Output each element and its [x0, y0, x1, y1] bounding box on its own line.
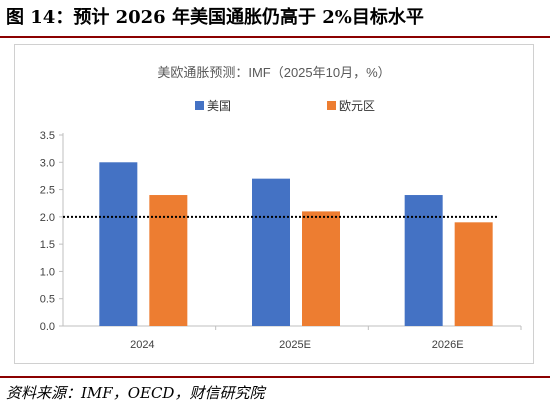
y-tick-label: 2.5	[40, 185, 55, 197]
legend: 美国 欧元区	[195, 99, 375, 113]
chart: 美欧通胀预测：IMF（2025年10月，%） 美国 欧元区 0.0 0.5 1.0 1.…	[40, 65, 522, 351]
figure-title: 图 14：预计 2026 年美国通胀仍高于 2%目标水平	[6, 7, 424, 28]
bottom-divider	[0, 376, 550, 378]
y-tick-label: 3.0	[40, 157, 55, 169]
chart-panel: 美欧通胀预测：IMF（2025年10月，%） 美国 欧元区 0.0 0.5 1.0 1.…	[14, 44, 534, 364]
bar-eurozone-2026e	[454, 222, 493, 326]
chart-title: 美欧通胀预测：IMF（2025年10月，%）	[157, 65, 390, 80]
x-tick-label: 2024	[130, 339, 154, 351]
bar-us-2026e	[404, 195, 443, 326]
y-tick-label: 0.0	[40, 321, 55, 333]
y-tick-label: 3.5	[40, 130, 55, 142]
top-divider	[0, 36, 550, 38]
x-tick-label: 2026E	[432, 339, 464, 351]
bar-us-2024	[99, 162, 138, 326]
source-note: 资料来源：IMF，OECD，财信研究院	[6, 384, 265, 402]
axes: 0.0 0.5 1.0 1.5 2.0 2.5 3.0 3.5 2024 2025E 2026E	[40, 130, 522, 351]
y-tick-label: 0.5	[40, 294, 55, 306]
legend-label-2: 欧元区	[339, 99, 375, 113]
bar-us-2025e	[252, 178, 290, 326]
y-tick-label: 1.5	[40, 239, 55, 251]
x-tick-label: 2025E	[279, 339, 311, 351]
legend-swatch-2	[327, 101, 336, 110]
bar-eurozone-2025e	[302, 211, 340, 326]
legend-label-1: 美国	[207, 99, 231, 113]
bar-eurozone-2024	[149, 195, 188, 326]
y-tick-label: 2.0	[40, 212, 55, 224]
legend-swatch-1	[195, 101, 204, 110]
y-tick-label: 1.0	[40, 266, 55, 278]
bars	[99, 162, 493, 326]
